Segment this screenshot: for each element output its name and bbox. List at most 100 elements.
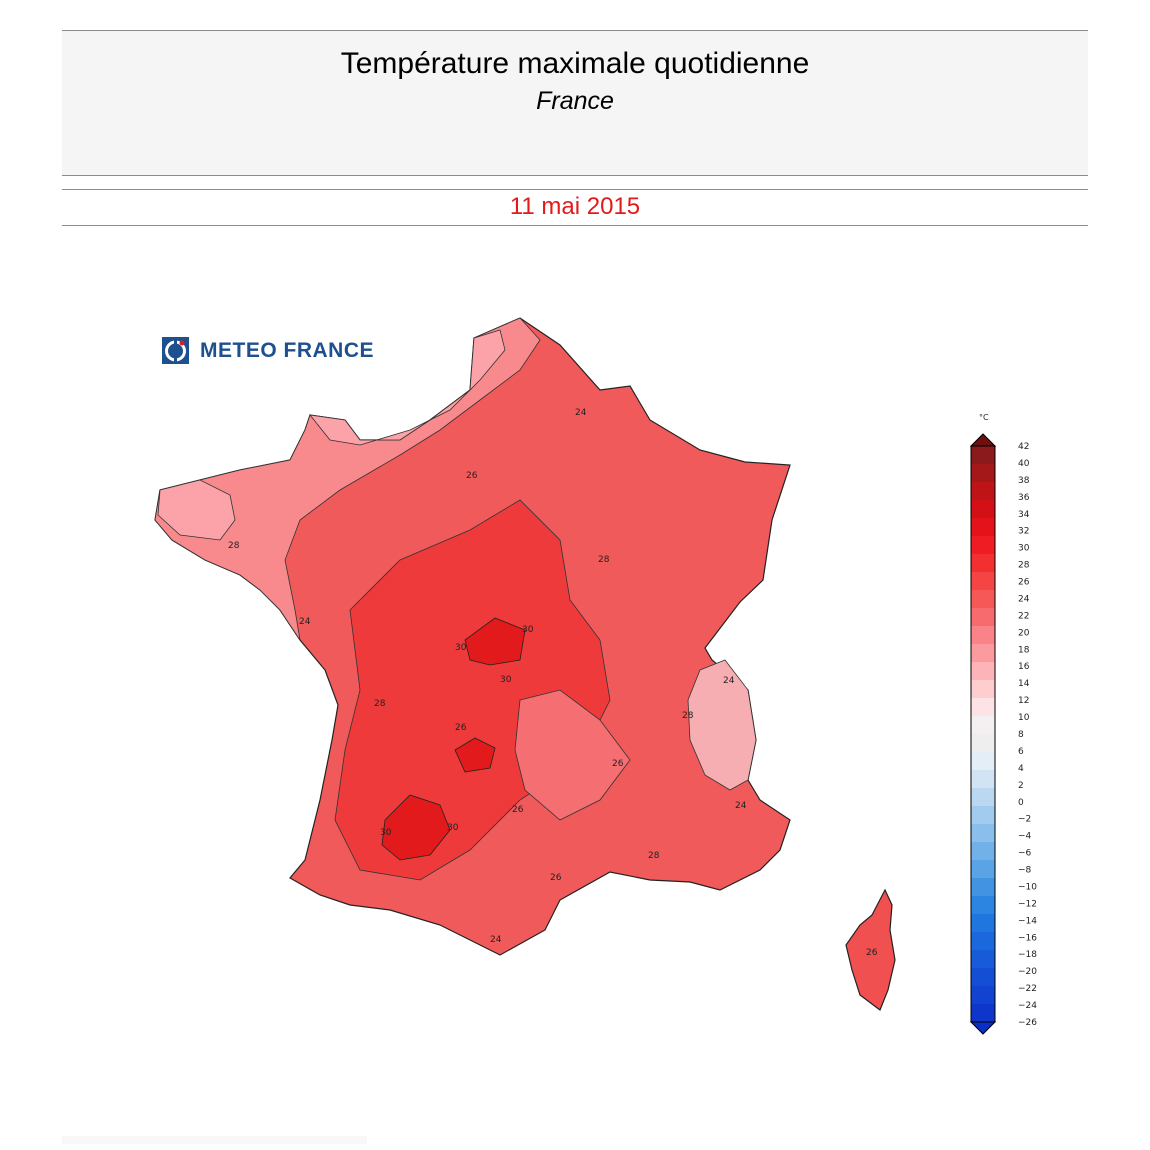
legend-swatch: [971, 608, 995, 627]
legend-swatch: [971, 644, 995, 663]
legend-tick-label: −20: [1018, 967, 1037, 977]
legend-top-arrow: [969, 433, 997, 447]
legend-tick-label: −2: [1018, 815, 1031, 825]
legend-bottom-arrow: [969, 1021, 997, 1035]
legend-tick-label: 0: [1018, 798, 1024, 808]
contour-label: 26: [866, 948, 878, 958]
legend-swatch: [971, 788, 995, 807]
legend-swatch: [971, 572, 995, 591]
legend-swatch: [971, 842, 995, 861]
contour-label: 26: [612, 759, 624, 769]
legend-swatch: [971, 770, 995, 789]
contour-labels: 24 26 28 28 30 30 30 30 26 24 28 26 24 2…: [228, 408, 878, 958]
legend-swatch: [971, 680, 995, 699]
meteo-france-logo-icon: [162, 337, 189, 364]
legend-tick-label: −22: [1018, 984, 1037, 994]
legend-tick-label: 8: [1018, 730, 1024, 740]
contour-label: 24: [723, 676, 735, 686]
legend-unit: °C: [979, 413, 989, 422]
legend-frame: [970, 445, 996, 1023]
massif-central-cool-zone: [514, 689, 631, 821]
legend-tick-label: −16: [1018, 933, 1037, 943]
legend-tick-label: 36: [1018, 493, 1030, 503]
contour-label: 30: [522, 625, 534, 635]
legend-swatch: [971, 662, 995, 681]
header-panel: Température maximale quotidienne France: [62, 30, 1088, 176]
legend-swatch: [971, 914, 995, 933]
legend-swatch: [971, 878, 995, 897]
legend-swatch: [971, 986, 995, 1005]
legend-swatch: [971, 464, 995, 483]
contour-label: 26: [512, 805, 524, 815]
legend-swatch: [971, 752, 995, 771]
hot-zone-center: [464, 617, 526, 666]
legend-swatch: [971, 626, 995, 645]
legend-tick-label: 28: [1018, 561, 1030, 571]
legend-swatch: [971, 500, 995, 519]
contour-label: 30: [447, 823, 459, 833]
legend-tick-label: 4: [1018, 764, 1024, 774]
legend-swatch: [971, 536, 995, 555]
contour-label: 28: [228, 541, 240, 551]
legend-tick-label: 30: [1018, 544, 1030, 554]
legend-tick-label: 16: [1018, 662, 1030, 672]
legend-tick-label: −8: [1018, 866, 1032, 876]
legend-tick-label: −14: [1018, 916, 1037, 926]
legend-swatch: [971, 950, 995, 969]
legend-tick-label: 32: [1018, 527, 1029, 537]
contour-label: 26: [455, 723, 467, 733]
legend-tick-label: 6: [1018, 747, 1024, 757]
legend-tick-label: −10: [1018, 882, 1037, 892]
contour-label: 26: [466, 471, 478, 481]
legend-swatch: [971, 896, 995, 915]
legend-tick-label: 24: [1018, 594, 1030, 604]
coastal-cooler-zone: [157, 329, 506, 541]
legend-swatch: [971, 554, 995, 573]
contour-label: 28: [598, 555, 610, 565]
map-title: Température maximale quotidienne: [340, 47, 810, 80]
date-panel: 11 mai 2015: [62, 189, 1088, 226]
legend-tick-label: −6: [1018, 849, 1032, 859]
legend-tick-label: 2: [1018, 781, 1024, 791]
contour-label: 30: [455, 643, 467, 653]
map-subtitle: France: [536, 87, 614, 115]
legend-swatch: [971, 716, 995, 735]
footer-bar: [62, 1136, 367, 1144]
legend-swatch: [971, 698, 995, 717]
legend-tick-label: 42: [1018, 442, 1029, 452]
legend-tick-label: 22: [1018, 611, 1029, 621]
legend-tick-label: 38: [1018, 476, 1030, 486]
legend-tick-label: 12: [1018, 696, 1029, 706]
legend-swatch: [971, 968, 995, 987]
legend-tick-label: 40: [1018, 459, 1030, 469]
contour-label: 28: [648, 851, 660, 861]
legend-tick-label: 14: [1018, 679, 1030, 689]
contour-label: 28: [374, 699, 386, 709]
legend-tick-label: −26: [1018, 1018, 1037, 1028]
corsica: [845, 888, 896, 1011]
alpine-cool-zone: [687, 659, 757, 791]
legend-tick-label: −12: [1018, 899, 1037, 909]
contour-label: 26: [550, 873, 562, 883]
legend-ticks: 424038363432302826242220181614121086420−…: [1018, 442, 1037, 1028]
map-date: 11 mai 2015: [509, 193, 641, 220]
legend-swatch: [971, 824, 995, 843]
legend-swatch: [971, 482, 995, 501]
legend-swatch: [971, 590, 995, 609]
legend-tick-label: −24: [1018, 1001, 1037, 1011]
legend-tick-label: 18: [1018, 645, 1030, 655]
legend-tick-label: −18: [1018, 950, 1037, 960]
legend-swatches: [969, 433, 997, 1035]
contour-label: 24: [735, 801, 747, 811]
hot-zone-mid: [454, 737, 496, 773]
legend-swatch: [971, 734, 995, 753]
contour-label: 24: [575, 408, 587, 418]
meteo-france-logo: METEO FRANCE: [162, 337, 402, 367]
legend-tick-label: 10: [1018, 713, 1030, 723]
color-legend: °C 4240383634323028262422201816141210864…: [969, 413, 1037, 1035]
contour-label: 24: [299, 617, 311, 627]
legend-tick-label: 20: [1018, 628, 1030, 638]
legend-tick-label: 26: [1018, 578, 1030, 588]
legend-tick-label: 34: [1018, 510, 1030, 520]
